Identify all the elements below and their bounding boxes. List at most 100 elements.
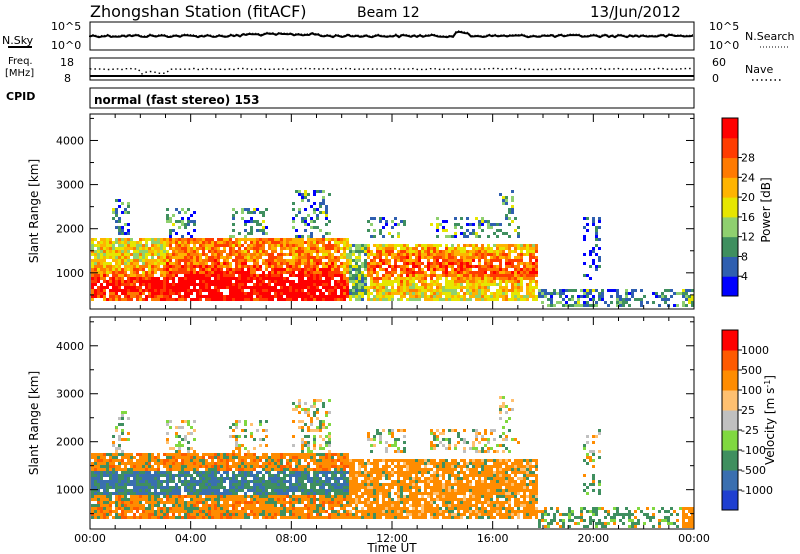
- echo-cell: [148, 495, 151, 498]
- echo-cell: [154, 513, 157, 516]
- echo-cell: [340, 295, 343, 298]
- echo-cell: [184, 438, 187, 441]
- echo-cell: [127, 283, 130, 286]
- echo-cell: [292, 408, 295, 411]
- echo-cell: [280, 265, 283, 268]
- echo-cell: [106, 453, 109, 456]
- echo-cell: [292, 256, 295, 259]
- echo-cell: [253, 238, 256, 241]
- echo-cell: [295, 274, 298, 277]
- freq-label: Freq.: [8, 56, 33, 67]
- echo-cell: [379, 283, 382, 286]
- echo-cell: [238, 238, 241, 241]
- echo-cell: [124, 474, 127, 477]
- echo-cell: [334, 283, 337, 286]
- echo-cell: [100, 241, 103, 244]
- echo-cell: [238, 292, 241, 295]
- echo-cell: [217, 465, 220, 468]
- echo-cell: [313, 220, 316, 223]
- echo-cell: [316, 256, 319, 259]
- echo-cell: [106, 247, 109, 250]
- noise-left-tick-low: 10^0: [51, 39, 81, 52]
- echo-cell: [121, 298, 124, 301]
- echo-cell: [184, 277, 187, 280]
- echo-cell: [196, 513, 199, 516]
- nave-label: Nave: [745, 63, 773, 76]
- echo-cell: [130, 262, 133, 265]
- echo-cell: [205, 238, 208, 241]
- echo-cell: [190, 504, 193, 507]
- nave-line: [89, 67, 695, 75]
- echo-cell: [280, 295, 283, 298]
- echo-cell: [148, 250, 151, 253]
- echo-cell: [571, 298, 574, 301]
- echo-cell: [130, 498, 133, 501]
- echo-cell: [517, 244, 520, 247]
- echo-cell: [238, 271, 241, 274]
- echo-cell: [271, 256, 274, 259]
- echo-cell: [328, 265, 331, 268]
- echo-cell: [202, 268, 205, 271]
- echo-cell: [355, 274, 358, 277]
- echo-cell: [433, 292, 436, 295]
- echo-cell: [520, 286, 523, 289]
- echo-cell: [208, 247, 211, 250]
- echo-cell: [466, 298, 469, 301]
- echo-cell: [328, 259, 331, 262]
- echo-cell: [268, 492, 271, 495]
- echo-cell: [295, 510, 298, 513]
- echo-cell: [214, 474, 217, 477]
- echo-cell: [163, 286, 166, 289]
- echo-cell: [508, 256, 511, 259]
- echo-cell: [103, 492, 106, 495]
- echo-cell: [304, 298, 307, 301]
- echo-cell: [244, 474, 247, 477]
- echo-cell: [280, 483, 283, 486]
- echo-cell: [133, 277, 136, 280]
- echo-cell: [178, 295, 181, 298]
- echo-cell: [238, 277, 241, 280]
- echo-cell: [205, 483, 208, 486]
- echo-cell: [121, 480, 124, 483]
- echo-cell: [370, 223, 373, 226]
- echo-cell: [211, 486, 214, 489]
- echo-cell: [235, 492, 238, 495]
- echo-cell: [178, 280, 181, 283]
- echo-cell: [250, 268, 253, 271]
- echo-cell: [304, 256, 307, 259]
- echo-cell: [274, 268, 277, 271]
- echo-cell: [316, 411, 319, 414]
- echo-cell: [238, 241, 241, 244]
- echo-cell: [277, 471, 280, 474]
- echo-cell: [115, 507, 118, 510]
- echo-cell: [163, 492, 166, 495]
- echo-cell: [163, 247, 166, 250]
- echo-cell: [100, 295, 103, 298]
- echo-cell: [142, 495, 145, 498]
- echo-cell: [262, 292, 265, 295]
- echo-cell: [163, 489, 166, 492]
- echo-cell: [313, 298, 316, 301]
- echo-cell: [466, 265, 469, 268]
- echo-cell: [157, 468, 160, 471]
- echo-cell: [490, 295, 493, 298]
- echo-cell: [265, 208, 268, 211]
- echo-cell: [421, 286, 424, 289]
- echo-cell: [292, 202, 295, 205]
- echo-cell: [328, 283, 331, 286]
- echo-cell: [166, 250, 169, 253]
- echo-cell: [451, 271, 454, 274]
- echo-cell: [154, 495, 157, 498]
- echo-cell: [271, 489, 274, 492]
- echo-cell: [247, 483, 250, 486]
- echo-cell: [238, 501, 241, 504]
- echo-cell: [133, 289, 136, 292]
- echo-cell: [508, 271, 511, 274]
- echo-cell: [136, 292, 139, 295]
- echo-cell: [313, 256, 316, 259]
- echo-cell: [343, 265, 346, 268]
- echo-cell: [229, 244, 232, 247]
- echo-cell: [181, 208, 184, 211]
- echo-cell: [223, 295, 226, 298]
- echo-cell: [529, 292, 532, 295]
